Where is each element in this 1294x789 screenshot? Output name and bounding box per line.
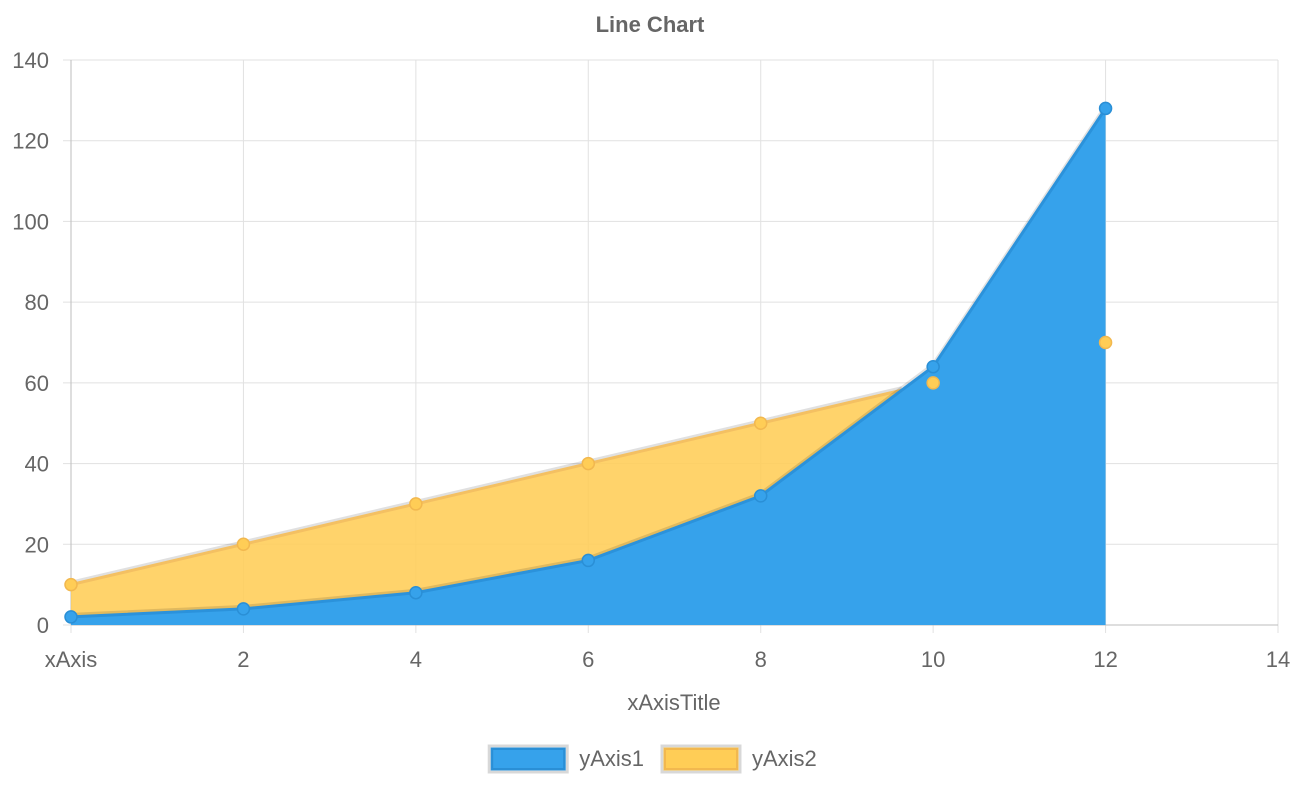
data-point-yaxis2 xyxy=(409,497,423,511)
series-areas xyxy=(71,108,1106,625)
data-point-yaxis1 xyxy=(581,553,596,568)
data-point-yaxis2 xyxy=(926,376,940,390)
x-tick-label: 12 xyxy=(1093,647,1117,672)
legend-label: yAxis1 xyxy=(579,746,644,771)
series-points xyxy=(64,101,1113,624)
x-tick-label: xAxis xyxy=(45,647,98,672)
legend-swatch-border xyxy=(664,748,738,770)
data-point-yaxis2 xyxy=(64,577,78,592)
x-tick-label: 10 xyxy=(921,647,945,672)
x-tick-label: 14 xyxy=(1266,647,1290,672)
legend-swatch xyxy=(487,744,569,774)
data-point-yaxis1 xyxy=(753,489,768,503)
y-axis-ticks: 0 20 40 60 80 100 120 140 xyxy=(12,48,49,638)
y-tick-label: 60 xyxy=(25,371,49,396)
data-point-yaxis1 xyxy=(64,610,78,624)
legend-swatch xyxy=(660,744,742,774)
x-tick-label: 4 xyxy=(410,647,422,672)
x-tick-label: 8 xyxy=(755,647,767,672)
data-point-yaxis1 xyxy=(236,602,251,616)
y-tick-label: 40 xyxy=(25,452,49,477)
data-point-yaxis1 xyxy=(1098,101,1113,116)
y-tick-label: 120 xyxy=(12,129,49,154)
data-point-yaxis1 xyxy=(926,359,940,374)
series-area-yaxis1 xyxy=(71,108,1106,625)
x-tick-label: 6 xyxy=(582,647,594,672)
chart-title: Line Chart xyxy=(596,12,705,37)
y-tick-label: 140 xyxy=(12,48,49,73)
data-point-yaxis2 xyxy=(581,456,596,471)
data-point-yaxis2 xyxy=(753,416,768,430)
y-tick-label: 0 xyxy=(37,613,49,638)
y-tick-label: 100 xyxy=(12,209,49,234)
data-point-yaxis2 xyxy=(236,537,251,552)
legend-label: yAxis2 xyxy=(752,746,817,771)
legend-swatch-border xyxy=(491,748,566,770)
series-line-shadow-yaxis2 xyxy=(70,386,903,585)
series-line-yaxis2 xyxy=(70,388,903,587)
x-axis-ticks: xAxis 2 4 6 8 10 12 14 xyxy=(45,647,1291,672)
x-tick-label: 2 xyxy=(237,647,249,672)
legend: yAxis1 yAxis2 xyxy=(487,744,817,774)
data-point-yaxis1 xyxy=(409,585,423,600)
x-axis-title: xAxisTitle xyxy=(627,690,720,715)
data-point-yaxis2 xyxy=(1098,335,1113,350)
y-tick-label: 80 xyxy=(25,290,49,315)
series-area-yaxis2 xyxy=(71,390,902,617)
y-tick-label: 20 xyxy=(25,532,49,557)
